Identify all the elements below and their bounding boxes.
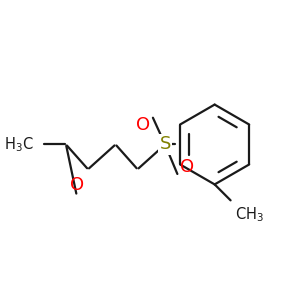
Text: CH$_3$: CH$_3$	[235, 205, 264, 224]
Text: H$_3$C: H$_3$C	[4, 135, 34, 154]
Text: O: O	[70, 176, 84, 194]
Text: O: O	[136, 116, 150, 134]
Text: S: S	[159, 136, 171, 154]
Text: O: O	[180, 158, 194, 176]
